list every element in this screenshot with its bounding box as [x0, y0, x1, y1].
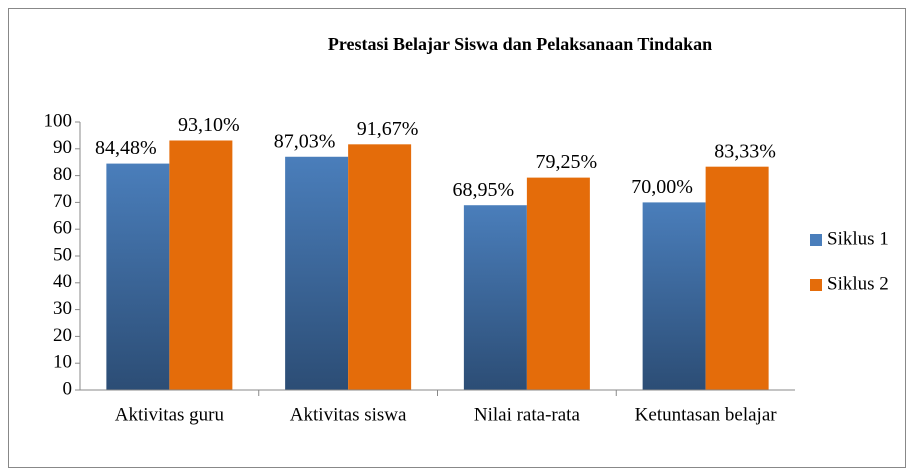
data-label: 93,10% [178, 114, 240, 136]
data-label: 91,67% [357, 118, 419, 140]
y-tick-label: 20 [53, 325, 72, 346]
y-tick-label: 100 [44, 110, 73, 131]
data-label: 87,03% [274, 130, 336, 152]
bar [348, 144, 412, 390]
data-label: 70,00% [631, 176, 693, 198]
x-tick-label: Aktivitas guru [115, 404, 225, 425]
legend-swatch [810, 279, 822, 291]
bar [106, 163, 170, 390]
bar [463, 205, 527, 390]
bar [526, 177, 590, 390]
y-tick-label: 90 [53, 137, 72, 158]
chart-title: Prestasi Belajar Siswa dan Pelaksanaan T… [328, 34, 712, 54]
data-label: 79,25% [536, 151, 598, 173]
bar [285, 156, 349, 390]
legend-label: Siklus 1 [827, 228, 889, 249]
x-tick-label: Aktivitas siswa [290, 404, 407, 425]
legend-label: Siklus 2 [827, 273, 889, 294]
y-tick-label: 10 [53, 352, 72, 373]
y-tick-label: 40 [53, 271, 72, 292]
data-label: 83,33% [714, 140, 776, 162]
y-tick-label: 50 [53, 244, 72, 265]
data-label: 84,48% [95, 137, 157, 159]
x-tick-label: Ketuntasan belajar [635, 404, 778, 425]
data-label: 68,95% [453, 179, 515, 201]
bar [642, 202, 706, 390]
y-tick-label: 70 [53, 191, 72, 212]
y-tick-label: 0 [63, 378, 73, 399]
legend-swatch [810, 234, 822, 246]
bar [169, 140, 233, 390]
y-tick-label: 80 [53, 164, 72, 185]
y-tick-label: 60 [53, 218, 72, 239]
y-tick-label: 30 [53, 298, 72, 319]
x-tick-label: Nilai rata-rata [474, 404, 581, 425]
bar [705, 166, 769, 390]
